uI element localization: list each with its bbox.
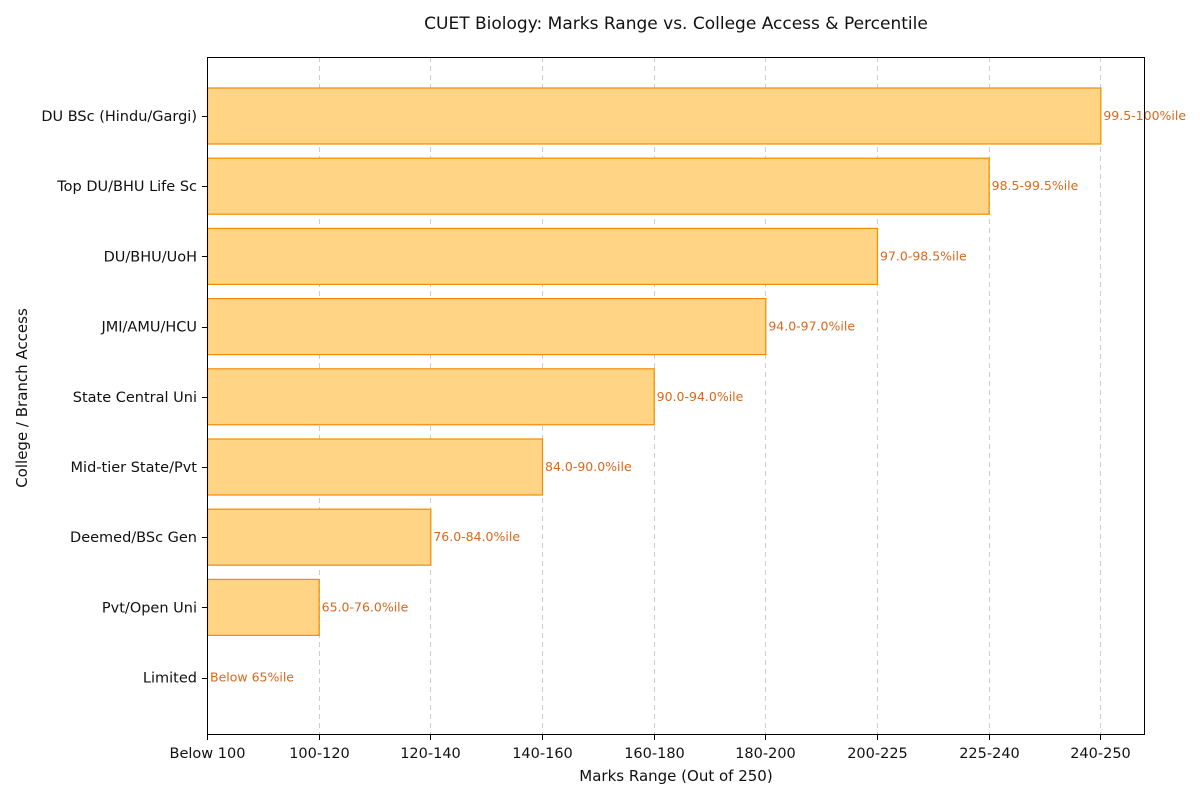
y-tick-label: Deemed/BSc Gen — [70, 530, 197, 546]
bars: 99.5-100%ile98.5-99.5%ile97.0-98.5%ile94… — [206, 87, 1186, 685]
x-tick-label: 200-225 — [847, 746, 908, 762]
data-label: 98.5-99.5%ile — [992, 178, 1079, 193]
y-tick-label: Limited — [143, 671, 197, 687]
bar — [206, 578, 320, 637]
data-label: 84.0-90.0%ile — [545, 459, 632, 474]
y-axis-ticks: DU BSc (Hindu/Gargi) Top DU/BHU Life Sc DU… — [41, 109, 207, 687]
x-axis-label: Marks Range (Out of 250) — [579, 767, 772, 785]
y-tick-label: State Central Uni — [73, 390, 197, 406]
bar — [206, 227, 879, 285]
y-tick-label: Pvt/Open Uni — [102, 600, 197, 616]
y-tick-label: Top DU/BHU Life Sc — [56, 179, 197, 195]
x-tick-label: Below 100 — [170, 746, 246, 762]
bar — [206, 508, 432, 566]
data-label: 94.0-97.0%ile — [768, 319, 855, 334]
data-label: 97.0-98.5%ile — [880, 248, 967, 263]
x-tick-label: 180-200 — [735, 746, 796, 762]
plot-frame — [207, 57, 1145, 735]
x-tick-label: 225-240 — [959, 746, 1020, 762]
y-tick-label: DU BSc (Hindu/Gargi) — [41, 109, 197, 125]
x-tick-label: 100-120 — [289, 746, 350, 762]
y-axis-label: College / Branch Access — [13, 308, 31, 488]
y-tick-label: DU/BHU/UoH — [104, 249, 197, 265]
chart-title: CUET Biology: Marks Range vs. College Ac… — [424, 14, 928, 34]
data-label: Below 65%ile — [210, 670, 294, 685]
bar — [206, 298, 767, 356]
x-tick-label: 140-160 — [512, 746, 573, 762]
data-label: 90.0-94.0%ile — [657, 389, 744, 404]
x-axis-ticks: Below 100 100-120 120-140 140-160 160-180 180… — [170, 735, 1131, 762]
bar — [206, 157, 990, 215]
y-tick-label: JMI/AMU/HCU — [100, 320, 197, 336]
data-label: 76.0-84.0%ile — [433, 529, 520, 544]
bar — [206, 87, 1102, 145]
y-tick-label: Mid-tier State/Pvt — [71, 460, 198, 476]
x-tick-label: 240-250 — [1070, 746, 1131, 762]
bar — [206, 438, 544, 496]
x-tick-label: 160-180 — [624, 746, 685, 762]
bar — [206, 368, 655, 426]
x-tick-label: 120-140 — [400, 746, 461, 762]
data-label: 65.0-76.0%ile — [322, 599, 409, 614]
